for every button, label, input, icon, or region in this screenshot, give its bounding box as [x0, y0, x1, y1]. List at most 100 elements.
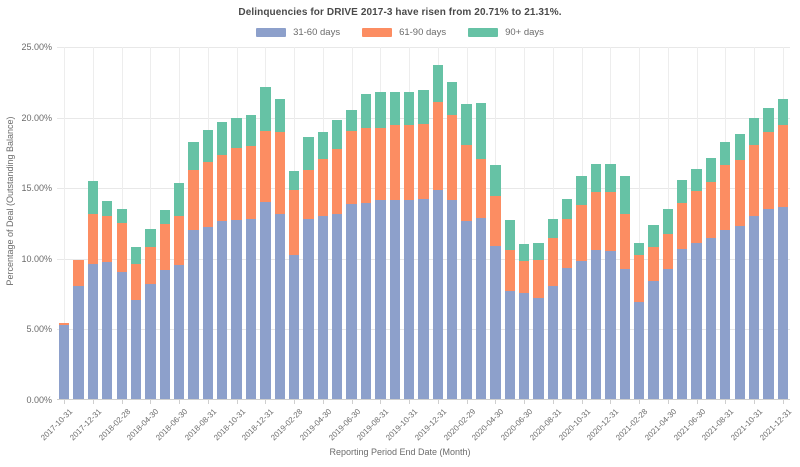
bar-column[interactable]: [159, 210, 170, 400]
bar-segment: [202, 227, 214, 400]
bar-column[interactable]: [217, 121, 228, 400]
bar-column[interactable]: [777, 99, 788, 400]
bar-column[interactable]: [202, 130, 214, 400]
bar-segment: [432, 190, 444, 400]
bar-column[interactable]: [73, 259, 84, 400]
bar-segment: [605, 251, 616, 400]
bar-segment: [288, 171, 300, 191]
bar-column[interactable]: [447, 82, 458, 400]
bar-column[interactable]: [475, 102, 487, 400]
x-axis-tick-mark: [380, 400, 382, 404]
bar-segment: [202, 162, 214, 228]
bar-column[interactable]: [116, 208, 127, 400]
bar-segment: [562, 267, 573, 400]
bar-column[interactable]: [432, 65, 444, 400]
bar-column[interactable]: [518, 244, 530, 400]
x-axis-tick-mark: [150, 400, 152, 404]
bar-segment: [590, 164, 602, 192]
bar-segment: [245, 145, 257, 219]
legend-item[interactable]: 61-90 days: [362, 27, 446, 38]
bar-segment: [231, 117, 242, 148]
plot-area: [57, 47, 790, 400]
bar-segment: [375, 92, 386, 128]
bar-segment: [217, 155, 228, 221]
bar-segment: [619, 214, 630, 270]
bar-segment: [691, 191, 702, 244]
bar-column[interactable]: [188, 141, 199, 400]
bar-column[interactable]: [102, 200, 113, 400]
bar-column[interactable]: [245, 114, 257, 400]
bar-column[interactable]: [346, 109, 357, 400]
bar-segment: [547, 285, 559, 400]
bar-column[interactable]: [677, 180, 688, 400]
bar-column[interactable]: [547, 219, 559, 400]
bar-column[interactable]: [59, 323, 70, 400]
x-axis-tick-mark: [581, 400, 583, 404]
bar-segment: [720, 141, 731, 165]
bar-segment: [562, 219, 573, 268]
bar-segment: [461, 145, 472, 221]
bar-segment: [648, 246, 659, 281]
bar-segment: [720, 229, 731, 400]
gridline-vertical: [524, 47, 526, 400]
legend-swatch-61-90: [362, 28, 393, 37]
bar-column[interactable]: [87, 181, 99, 400]
bar-column[interactable]: [375, 92, 386, 400]
bar-segment: [346, 109, 357, 132]
bar-column[interactable]: [260, 86, 271, 400]
bar-column[interactable]: [418, 90, 429, 400]
bar-column[interactable]: [576, 176, 587, 400]
legend-item[interactable]: 90+ days: [468, 27, 544, 38]
bar-segment: [576, 176, 587, 206]
bar-segment: [188, 229, 199, 400]
bar-column[interactable]: [562, 198, 573, 400]
bar-column[interactable]: [763, 108, 774, 400]
bar-segment: [533, 242, 544, 261]
bar-column[interactable]: [173, 182, 185, 400]
bar-column[interactable]: [619, 175, 630, 400]
bar-segment: [303, 169, 314, 219]
bar-column[interactable]: [605, 163, 616, 400]
bar-column[interactable]: [130, 246, 142, 400]
chart-title: Delinquencies for DRIVE 2017-3 have rise…: [238, 7, 562, 18]
bar-column[interactable]: [590, 164, 602, 400]
bar-segment: [691, 243, 702, 400]
bar-column[interactable]: [720, 141, 731, 400]
bar-column[interactable]: [504, 220, 515, 400]
bar-column[interactable]: [461, 103, 472, 400]
bar-column[interactable]: [691, 169, 702, 400]
y-axis-tick-label: 0.00%: [26, 395, 52, 405]
bar-column[interactable]: [389, 92, 400, 400]
bar-column[interactable]: [705, 157, 717, 400]
bar-column[interactable]: [332, 119, 343, 400]
bar-column[interactable]: [533, 242, 544, 400]
bar-column[interactable]: [145, 229, 156, 400]
bar-segment: [662, 209, 673, 235]
bar-column[interactable]: [748, 117, 760, 400]
legend-swatch-90-plus: [468, 28, 499, 37]
bar-segment: [763, 131, 774, 209]
bar-column[interactable]: [648, 224, 659, 400]
x-axis-tick-mark: [409, 400, 411, 404]
bar-column[interactable]: [633, 242, 645, 400]
bar-segment: [518, 260, 530, 294]
bar-column[interactable]: [662, 209, 673, 400]
bar-segment: [691, 169, 702, 192]
bar-column[interactable]: [288, 171, 300, 400]
bar-column[interactable]: [274, 99, 285, 400]
bar-column[interactable]: [360, 94, 372, 400]
bar-column[interactable]: [403, 92, 415, 400]
bar-segment: [274, 213, 285, 400]
bar-column[interactable]: [231, 117, 242, 400]
bar-column[interactable]: [490, 164, 501, 400]
bar-column[interactable]: [303, 136, 314, 400]
legend-item[interactable]: 31-60 days: [256, 27, 340, 38]
bar-segment: [260, 202, 271, 400]
x-axis-tick-mark: [524, 400, 526, 404]
bar-column[interactable]: [734, 133, 745, 400]
bar-segment: [274, 131, 285, 214]
y-axis-tick-label: 25.00%: [21, 42, 52, 52]
bar-column[interactable]: [317, 131, 329, 400]
bar-segment: [87, 181, 99, 215]
